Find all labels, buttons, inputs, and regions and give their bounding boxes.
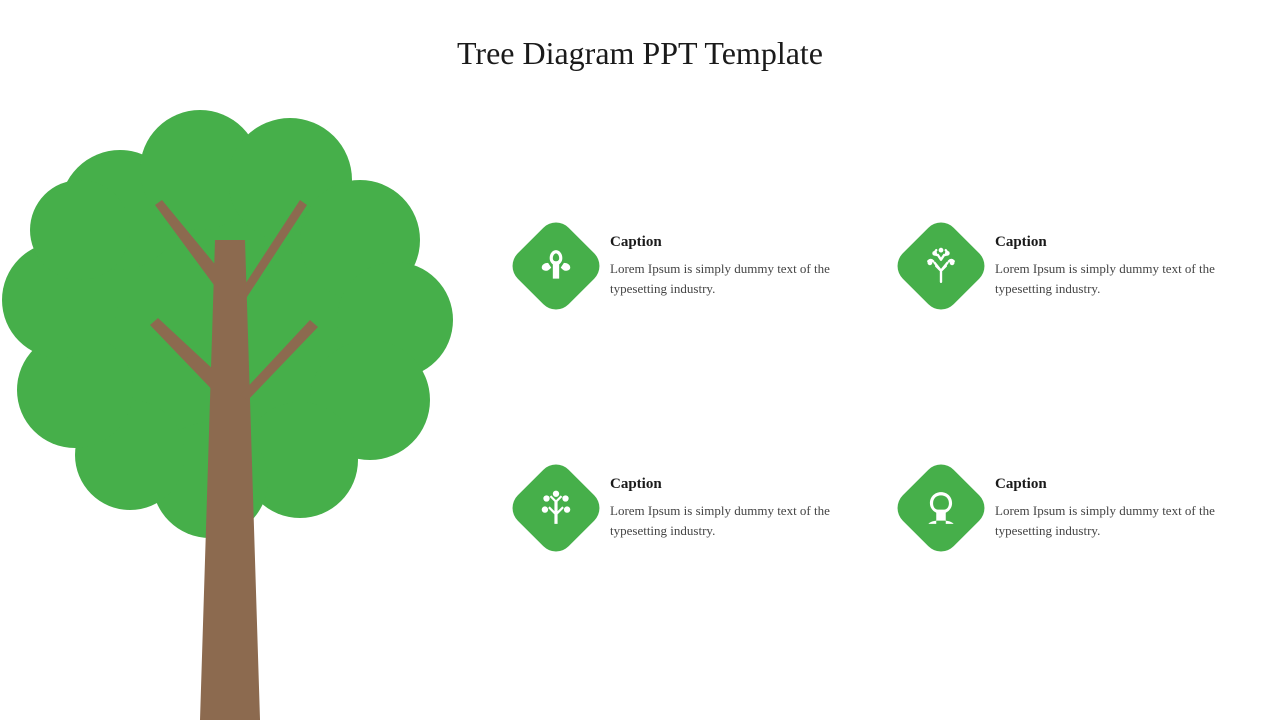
growing-tree-icon bbox=[890, 215, 992, 317]
item-2: Caption Lorem Ipsum is simply dummy text… bbox=[905, 230, 1260, 302]
small-tree-icon bbox=[505, 457, 607, 559]
item-body: Lorem Ipsum is simply dummy text of the … bbox=[610, 501, 860, 540]
tree-illustration bbox=[0, 100, 480, 720]
item-3: Caption Lorem Ipsum is simply dummy text… bbox=[520, 472, 875, 544]
item-caption: Caption bbox=[995, 234, 1245, 251]
page-title: Tree Diagram PPT Template bbox=[0, 35, 1280, 72]
item-body: Lorem Ipsum is simply dummy text of the … bbox=[610, 259, 860, 298]
full-tree-icon bbox=[890, 457, 992, 559]
item-body: Lorem Ipsum is simply dummy text of the … bbox=[995, 501, 1245, 540]
items-grid: Caption Lorem Ipsum is simply dummy text… bbox=[520, 230, 1260, 544]
item-body: Lorem Ipsum is simply dummy text of the … bbox=[995, 259, 1245, 298]
item-4: Caption Lorem Ipsum is simply dummy text… bbox=[905, 472, 1260, 544]
item-caption: Caption bbox=[610, 476, 860, 493]
item-caption: Caption bbox=[995, 476, 1245, 493]
plant-sprout-icon bbox=[505, 215, 607, 317]
item-caption: Caption bbox=[610, 234, 860, 251]
item-1: Caption Lorem Ipsum is simply dummy text… bbox=[520, 230, 875, 302]
